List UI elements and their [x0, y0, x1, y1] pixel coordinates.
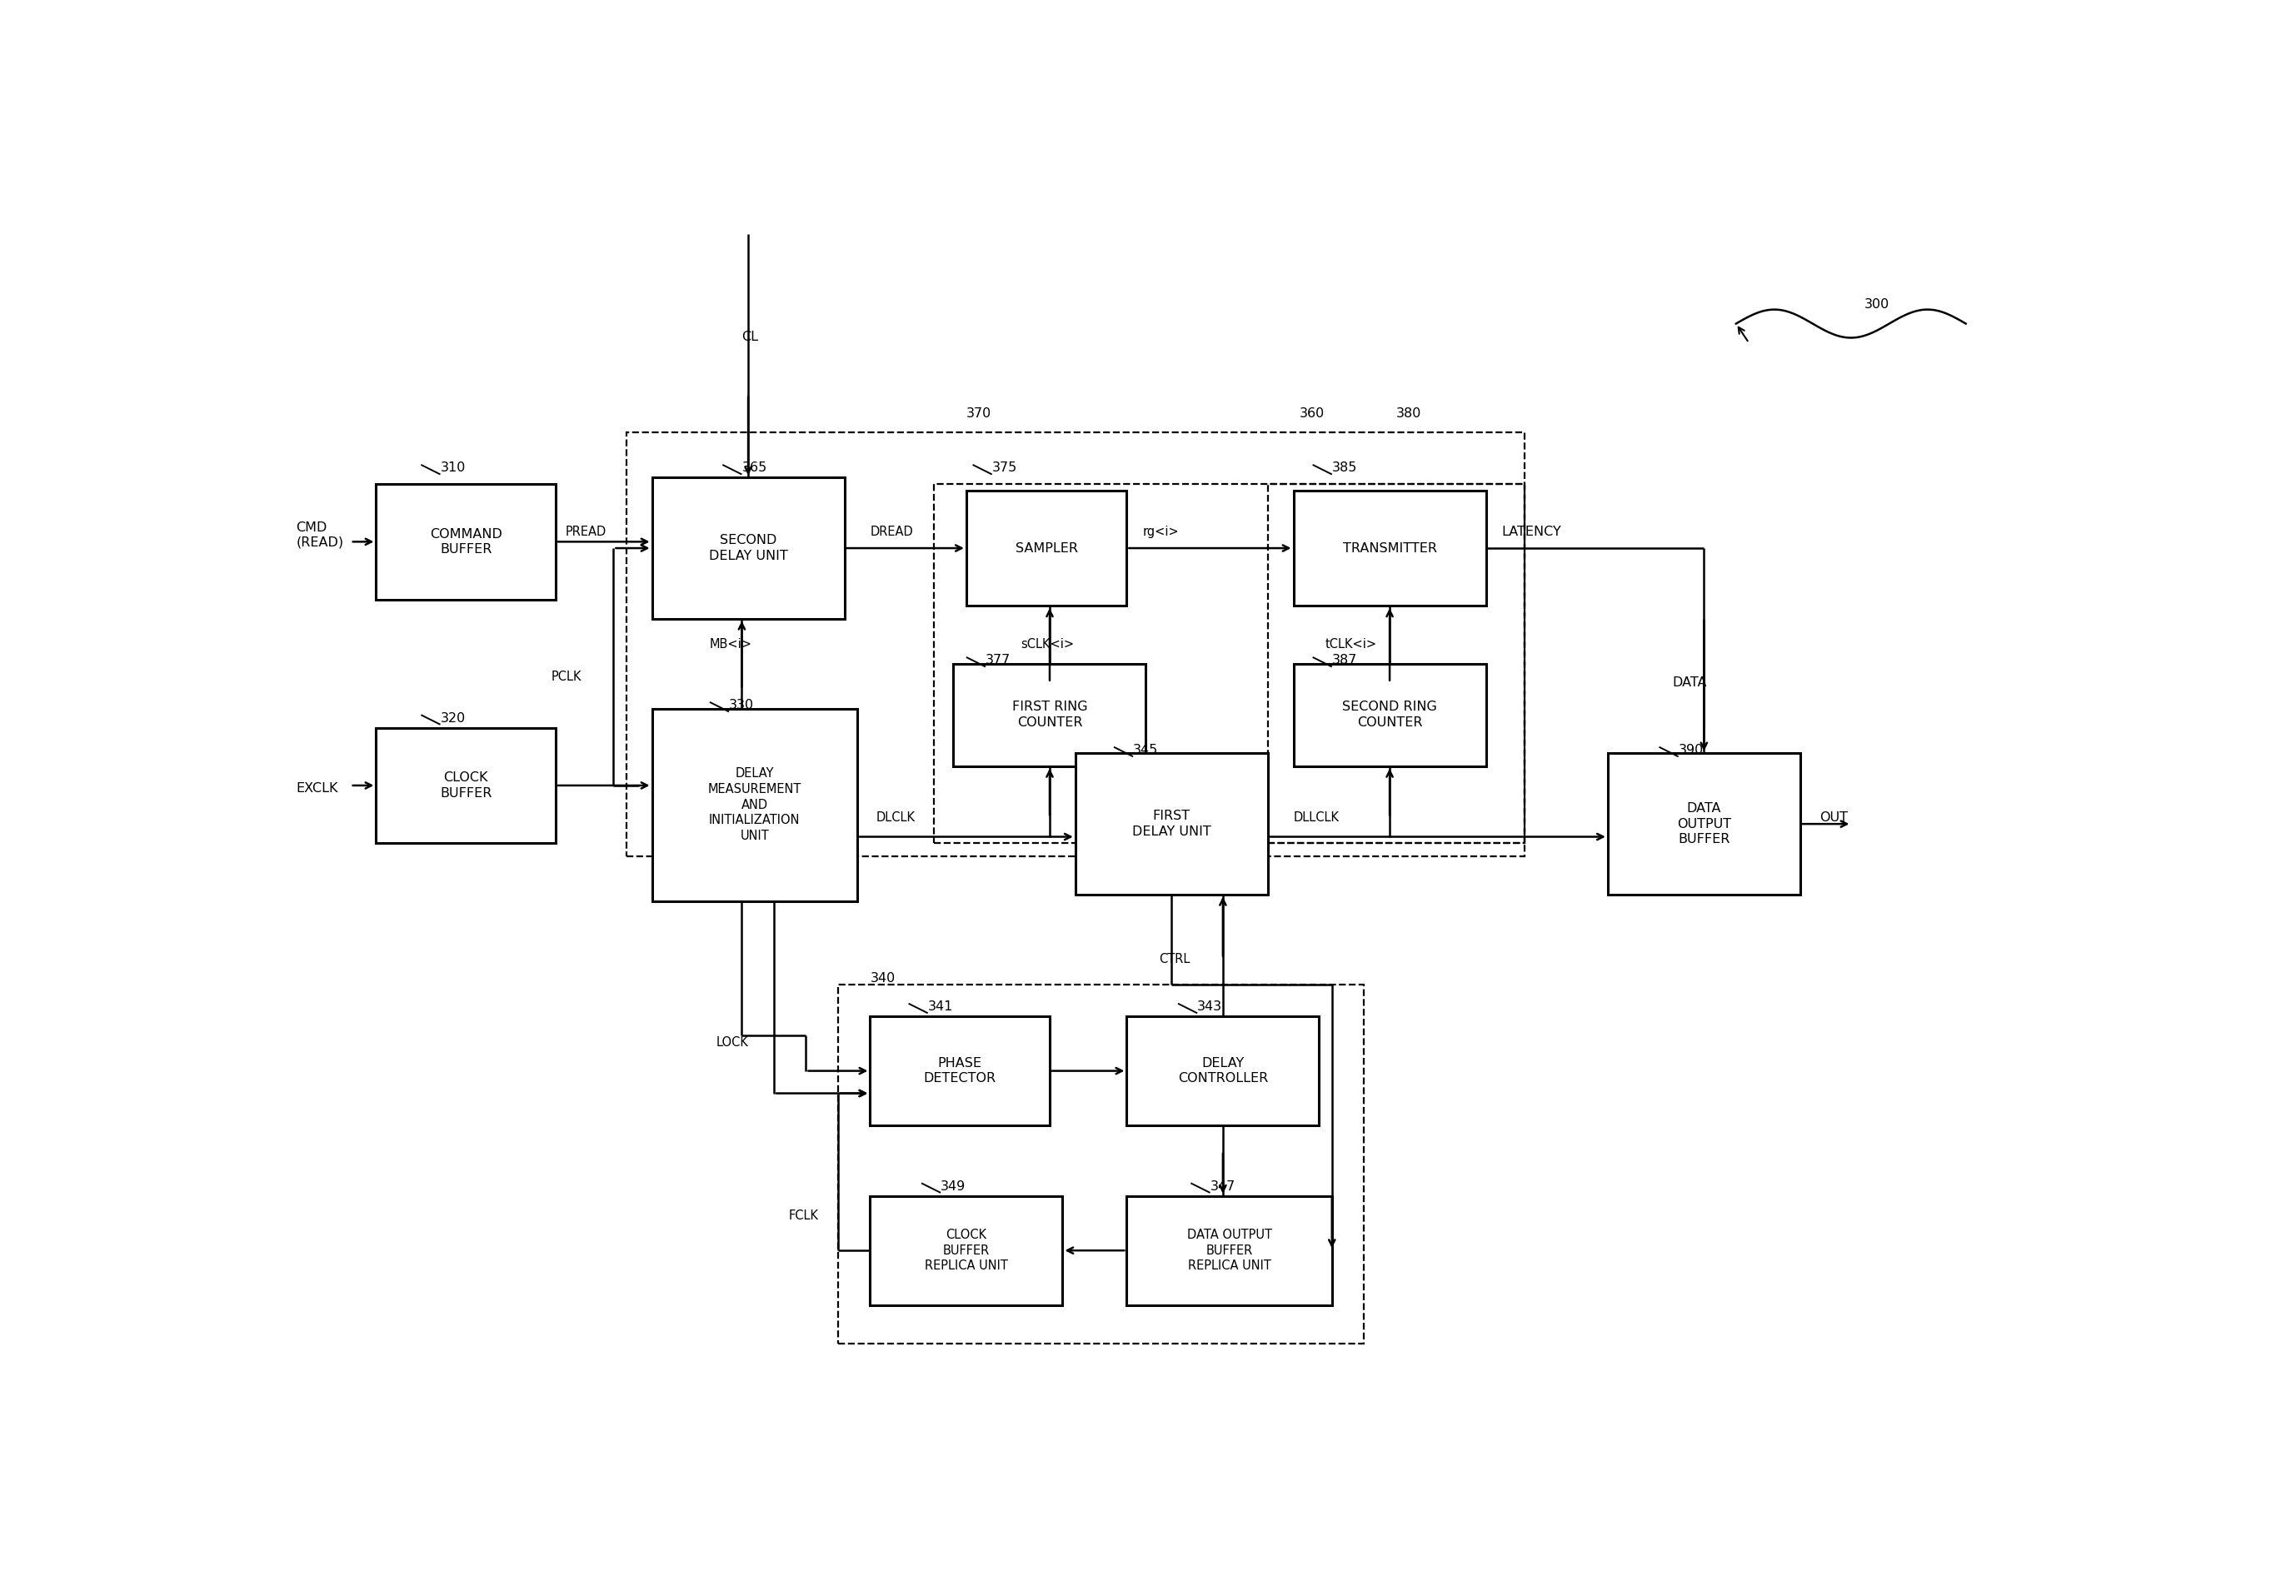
Bar [652, 477, 845, 619]
Bar [627, 433, 1525, 855]
Text: LOCK: LOCK [716, 1036, 748, 1049]
Text: DATA
OUTPUT
BUFFER: DATA OUTPUT BUFFER [1676, 803, 1731, 846]
Text: FIRST RING
COUNTER: FIRST RING COUNTER [1013, 701, 1088, 729]
Bar [1267, 484, 1525, 843]
Text: COMMAND
BUFFER: COMMAND BUFFER [429, 528, 503, 555]
Text: SECOND RING
COUNTER: SECOND RING COUNTER [1343, 701, 1437, 729]
Text: MB<i>: MB<i> [709, 638, 753, 651]
Text: PCLK: PCLK [551, 670, 581, 683]
Bar [377, 484, 556, 600]
Bar [838, 985, 1364, 1344]
Text: FCLK: FCLK [790, 1210, 820, 1221]
Text: SECOND
DELAY UNIT: SECOND DELAY UNIT [709, 535, 788, 562]
Text: 360: 360 [1300, 407, 1325, 420]
Text: 330: 330 [728, 699, 753, 712]
Text: 349: 349 [941, 1181, 967, 1192]
Text: PREAD: PREAD [565, 527, 606, 538]
Text: 310: 310 [441, 461, 466, 474]
Text: 320: 320 [441, 712, 466, 725]
Text: CLOCK
BUFFER: CLOCK BUFFER [441, 771, 491, 800]
Bar [870, 1017, 1049, 1125]
Text: CL: CL [742, 330, 758, 343]
Text: 375: 375 [992, 461, 1017, 474]
Text: FIRST
DELAY UNIT: FIRST DELAY UNIT [1132, 809, 1210, 838]
Text: sCLK<i>: sCLK<i> [1022, 638, 1075, 651]
Bar [652, 709, 856, 900]
Bar [953, 664, 1146, 766]
Bar [967, 490, 1127, 606]
Text: LATENCY: LATENCY [1502, 527, 1561, 538]
Bar [870, 1195, 1063, 1306]
Text: 385: 385 [1332, 461, 1357, 474]
Text: 340: 340 [870, 972, 895, 985]
Text: 345: 345 [1134, 744, 1157, 757]
Text: SAMPLER: SAMPLER [1015, 543, 1077, 554]
Bar [1293, 664, 1486, 766]
Bar [1293, 490, 1486, 606]
Text: 347: 347 [1210, 1181, 1235, 1192]
Bar [1075, 753, 1267, 894]
Text: tCLK<i>: tCLK<i> [1325, 638, 1378, 651]
Text: DLLCLK: DLLCLK [1293, 811, 1339, 824]
Bar [1127, 1017, 1320, 1125]
Text: TRANSMITTER: TRANSMITTER [1343, 543, 1437, 554]
Text: 341: 341 [928, 1001, 953, 1013]
Text: rg<i>: rg<i> [1143, 527, 1180, 538]
Text: EXCLK: EXCLK [296, 782, 338, 795]
Text: DELAY
CONTROLLER: DELAY CONTROLLER [1178, 1057, 1267, 1085]
Text: CTRL: CTRL [1159, 953, 1189, 966]
Text: CMD
(READ): CMD (READ) [296, 522, 344, 549]
Text: 387: 387 [1332, 654, 1357, 667]
Bar [1607, 753, 1800, 894]
Text: DATA: DATA [1671, 677, 1706, 689]
Text: 370: 370 [967, 407, 992, 420]
Bar [934, 484, 1525, 843]
Bar [1127, 1195, 1332, 1306]
Text: CLOCK
BUFFER
REPLICA UNIT: CLOCK BUFFER REPLICA UNIT [925, 1229, 1008, 1272]
Text: DREAD: DREAD [870, 527, 914, 538]
Text: 390: 390 [1678, 744, 1704, 757]
Text: DATA OUTPUT
BUFFER
REPLICA UNIT: DATA OUTPUT BUFFER REPLICA UNIT [1187, 1229, 1272, 1272]
Text: 300: 300 [1864, 298, 1890, 311]
Text: 365: 365 [742, 461, 767, 474]
Text: OUT: OUT [1818, 811, 1848, 824]
Text: 377: 377 [985, 654, 1010, 667]
Text: DELAY
MEASUREMENT
AND
INITIALIZATION
UNIT: DELAY MEASUREMENT AND INITIALIZATION UNI… [707, 768, 801, 843]
Text: DLCLK: DLCLK [877, 811, 916, 824]
Text: PHASE
DETECTOR: PHASE DETECTOR [923, 1057, 996, 1085]
Text: 380: 380 [1396, 407, 1421, 420]
Bar [377, 728, 556, 843]
Text: 343: 343 [1196, 1001, 1221, 1013]
